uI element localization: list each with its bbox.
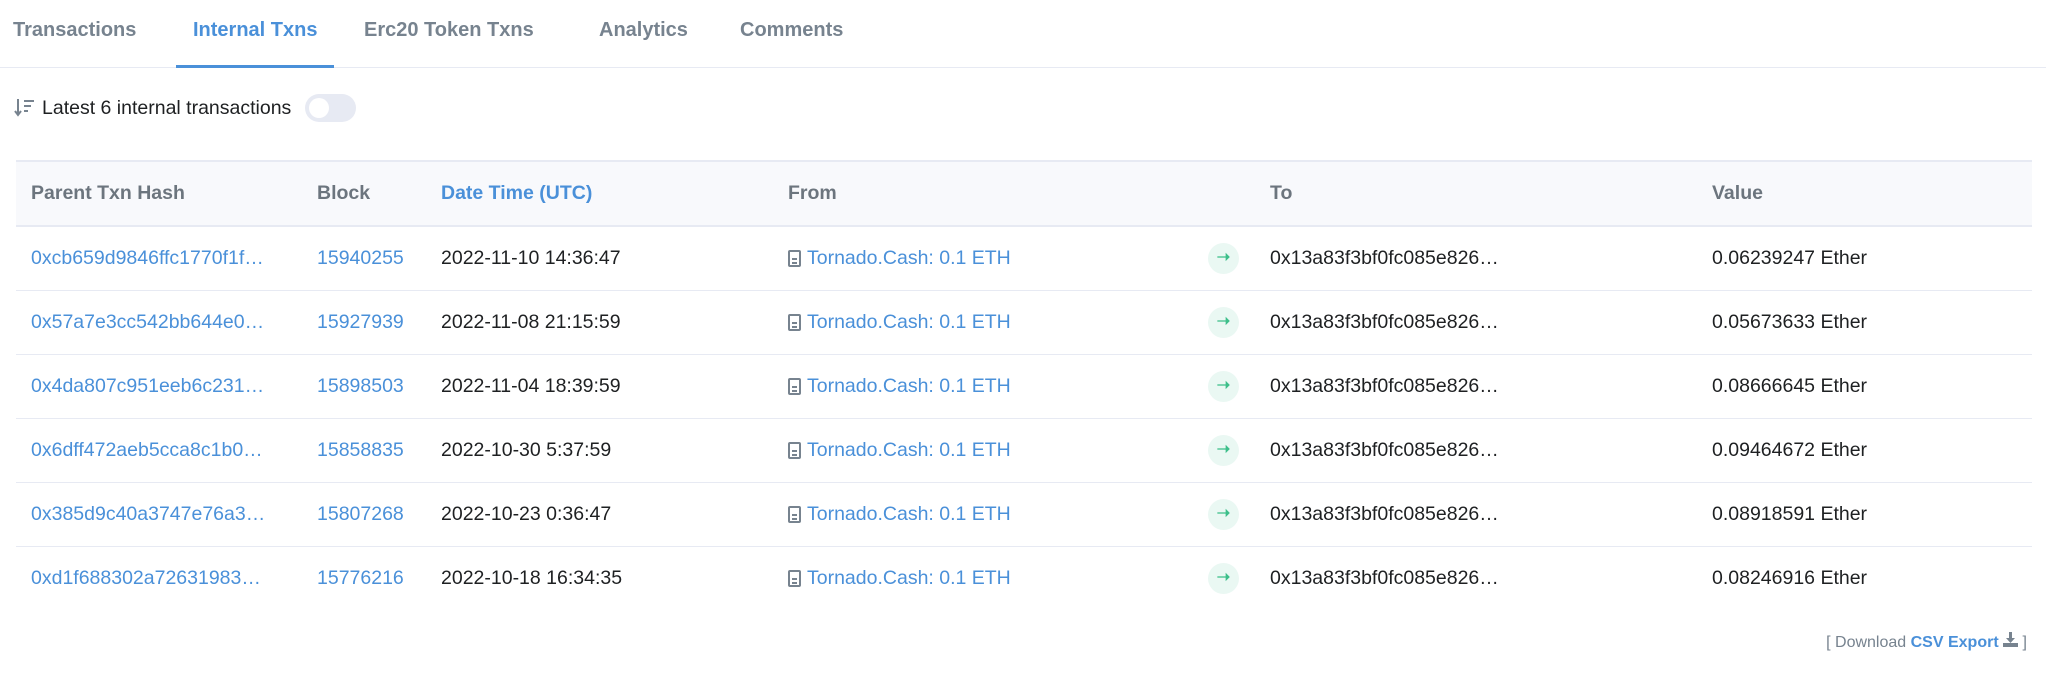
table-header: Parent Txn Hash Block Date Time (UTC) Fr… [16,160,2032,227]
close-bracket: ] [2022,634,2027,651]
from-cell: Tornado.Cash: 0.1 ETH [788,483,1011,546]
arrow-right-icon: ➝ [1208,499,1239,530]
from-cell: Tornado.Cash: 0.1 ETH [788,355,1011,418]
block-link[interactable]: 15898503 [317,375,404,397]
csv-export: [ Download CSV Export ] [1826,632,2027,652]
datetime: 2022-11-04 18:39:59 [441,375,621,397]
to-address[interactable]: 0x13a83f3bf0fc085e826… [1270,503,1499,525]
filter-toggle[interactable] [305,94,357,122]
tab-comments[interactable]: Comments [740,19,844,41]
download-text: [ Download [1826,634,1907,651]
parent-txn-hash-link[interactable]: 0x6dff472aeb5cca8c1b0… [31,439,263,461]
to-address[interactable]: 0x13a83f3bf0fc085e826… [1270,247,1499,269]
value: 0.09464672 Ether [1712,439,1868,461]
contract-icon [788,570,801,587]
value: 0.08666645 Ether [1712,375,1868,397]
parent-txn-hash-link[interactable]: 0xcb659d9846ffc1770f1f… [31,247,264,269]
arrow-right-icon: ➝ [1208,371,1239,402]
contract-icon [788,314,801,331]
filter-label: Latest 6 internal transactions [42,96,292,119]
arrow-right-icon: ➝ [1208,435,1239,466]
header-date-time[interactable]: Date Time (UTC) [441,182,593,204]
to-address[interactable]: 0x13a83f3bf0fc085e826… [1270,375,1499,397]
block-link[interactable]: 15858835 [317,439,404,461]
from-cell: Tornado.Cash: 0.1 ETH [788,291,1011,354]
from-cell: Tornado.Cash: 0.1 ETH [788,547,1011,610]
parent-txn-hash-link[interactable]: 0x57a7e3cc542bb644e0… [31,311,265,333]
tab-analytics[interactable]: Analytics [599,19,688,41]
from-cell: Tornado.Cash: 0.1 ETH [788,419,1011,482]
contract-icon [788,378,801,395]
header-block: Block [317,182,371,204]
tab-transactions[interactable]: Transactions [13,19,137,41]
parent-txn-hash-link[interactable]: 0xd1f688302a72631983… [31,567,261,589]
to-address[interactable]: 0x13a83f3bf0fc085e826… [1270,439,1499,461]
header-from: From [788,182,837,204]
datetime: 2022-10-23 0:36:47 [441,503,612,525]
csv-export-link[interactable]: CSV Export [1910,634,1999,651]
from-address-link[interactable]: Tornado.Cash: 0.1 ETH [807,503,1011,525]
datetime: 2022-10-30 5:37:59 [441,439,612,461]
parent-txn-hash-link[interactable]: 0x4da807c951eeb6c231… [31,375,265,397]
from-address-link[interactable]: Tornado.Cash: 0.1 ETH [807,311,1011,333]
value: 0.05673633 Ether [1712,311,1868,333]
contract-icon [788,506,801,523]
datetime: 2022-11-08 21:15:59 [441,311,621,333]
table-row: 0x4da807c951eeb6c231… 15898503 2022-11-0… [16,355,2032,419]
value: 0.08246916 Ether [1712,567,1868,589]
arrow-right-icon: ➝ [1208,243,1239,274]
block-link[interactable]: 15927939 [317,311,404,333]
block-link[interactable]: 15940255 [317,247,404,269]
table-row: 0xd1f688302a72631983… 15776216 2022-10-1… [16,547,2032,610]
tab-erc20-token-txns[interactable]: Erc20 Token Txns [364,19,534,41]
tab-bar: Transactions Internal Txns Erc20 Token T… [0,0,2046,68]
to-address[interactable]: 0x13a83f3bf0fc085e826… [1270,567,1499,589]
from-address-link[interactable]: Tornado.Cash: 0.1 ETH [807,439,1011,461]
header-parent-txn-hash: Parent Txn Hash [31,182,185,204]
parent-txn-hash-link[interactable]: 0x385d9c40a3747e76a3… [31,503,266,525]
datetime: 2022-10-18 16:34:35 [441,567,623,589]
sort-descending-icon[interactable] [14,97,36,119]
from-address-link[interactable]: Tornado.Cash: 0.1 ETH [807,247,1011,269]
table-row: 0x57a7e3cc542bb644e0… 15927939 2022-11-0… [16,291,2032,355]
from-cell: Tornado.Cash: 0.1 ETH [788,227,1011,290]
value: 0.08918591 Ether [1712,503,1868,525]
contract-icon [788,442,801,459]
to-address[interactable]: 0x13a83f3bf0fc085e826… [1270,311,1499,333]
table-row: 0x6dff472aeb5cca8c1b0… 15858835 2022-10-… [16,419,2032,483]
table-row: 0x385d9c40a3747e76a3… 15807268 2022-10-2… [16,483,2032,547]
block-link[interactable]: 15807268 [317,503,404,525]
internal-txns-table: Parent Txn Hash Block Date Time (UTC) Fr… [16,160,2032,610]
datetime: 2022-11-10 14:36:47 [441,247,621,269]
table-body: 0xcb659d9846ffc1770f1f… 15940255 2022-11… [16,227,2032,610]
table-row: 0xcb659d9846ffc1770f1f… 15940255 2022-11… [16,227,2032,291]
contract-icon [788,250,801,267]
from-address-link[interactable]: Tornado.Cash: 0.1 ETH [807,567,1011,589]
block-link[interactable]: 15776216 [317,567,404,589]
arrow-right-icon: ➝ [1208,307,1239,338]
arrow-right-icon: ➝ [1208,563,1239,594]
download-icon[interactable] [2003,632,2019,647]
tab-internal-txns[interactable]: Internal Txns [175,0,336,68]
filter-bar: Latest 6 internal transactions [14,94,357,122]
header-value: Value [1712,182,1763,204]
value: 0.06239247 Ether [1712,247,1868,269]
from-address-link[interactable]: Tornado.Cash: 0.1 ETH [807,375,1011,397]
header-to: To [1270,182,1293,204]
